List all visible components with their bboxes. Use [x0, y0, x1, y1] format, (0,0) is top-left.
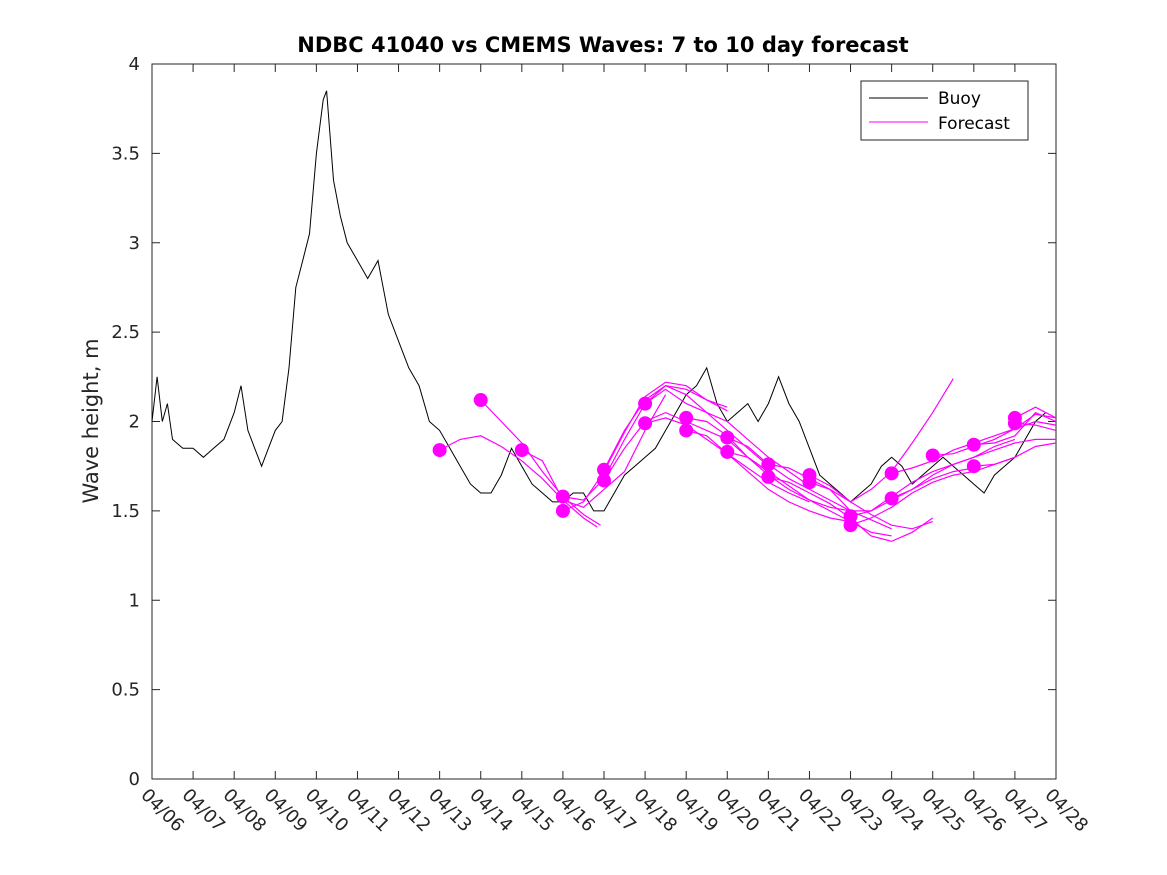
forecast-start-marker — [679, 410, 694, 425]
forecast-start-marker — [843, 518, 858, 533]
forecast-series-line — [603, 385, 769, 471]
forecast-series-line — [521, 394, 667, 508]
forecast-series-line — [686, 429, 851, 523]
y-tick-label: 2.5 — [111, 322, 140, 343]
y-tick-label: 3 — [129, 233, 140, 254]
forecast-series-line — [809, 378, 954, 503]
forecast-start-marker — [597, 473, 611, 488]
y-axis-label: Wave height, m — [79, 338, 103, 503]
forecast-start-marker — [884, 491, 899, 506]
y-tick-label: 1.5 — [111, 501, 140, 522]
forecast-start-marker — [679, 423, 694, 438]
forecast-start-marker — [761, 469, 776, 484]
forecast-start-marker — [966, 437, 981, 452]
forecast-series-line — [973, 411, 1057, 446]
forecast-series-line — [850, 456, 1016, 526]
forecast-series-line — [727, 451, 892, 537]
chart-title: NDBC 41040 vs CMEMS Waves: 7 to 10 day f… — [297, 33, 908, 57]
forecast-start-marker — [761, 457, 776, 472]
buoy-series-line — [151, 90, 1047, 512]
forecast-series-line — [932, 413, 1057, 457]
forecast-series-line — [562, 381, 728, 512]
forecast-start-marker — [432, 443, 447, 458]
y-tick-label: 0 — [129, 769, 140, 790]
forecast-start-marker — [802, 475, 817, 490]
forecast-start-marker — [925, 448, 940, 463]
forecast-start-marker — [514, 443, 529, 458]
forecast-series-line — [1014, 406, 1057, 419]
y-tick-label: 2 — [129, 412, 140, 433]
forecast-start-marker — [720, 430, 735, 445]
forecast-series-line — [850, 438, 1016, 517]
forecast-series-line — [891, 438, 1056, 499]
y-tick-label: 3.5 — [111, 143, 140, 164]
forecast-start-marker — [966, 459, 981, 474]
plot-area: 00.511.522.533.5404/0604/0704/0804/0904/… — [111, 54, 1092, 836]
legend: Buoy Forecast — [860, 80, 1029, 141]
forecast-start-marker — [597, 462, 611, 477]
forecast-start-marker — [638, 396, 653, 411]
legend-box — [860, 80, 1029, 141]
y-tick-label: 4 — [129, 54, 140, 75]
forecast-series-line — [973, 442, 1057, 467]
legend-forecast-label: Forecast — [938, 114, 1010, 134]
forecast-start-marker — [555, 489, 570, 504]
forecast-start-marker — [884, 466, 899, 481]
forecast-series-line — [439, 435, 598, 528]
forecast-start-marker — [1007, 416, 1022, 431]
forecast-start-marker — [638, 416, 653, 431]
legend-buoy-label: Buoy — [938, 89, 981, 109]
y-tick-label: 0.5 — [111, 680, 140, 701]
forecast-start-marker — [555, 503, 570, 518]
forecast-series-line — [480, 399, 601, 526]
y-tick-label: 1 — [129, 590, 140, 611]
forecast-start-marker — [720, 444, 735, 459]
axes-box — [151, 63, 1057, 780]
forecast-series-line — [727, 437, 892, 530]
forecast-start-marker — [473, 393, 488, 408]
